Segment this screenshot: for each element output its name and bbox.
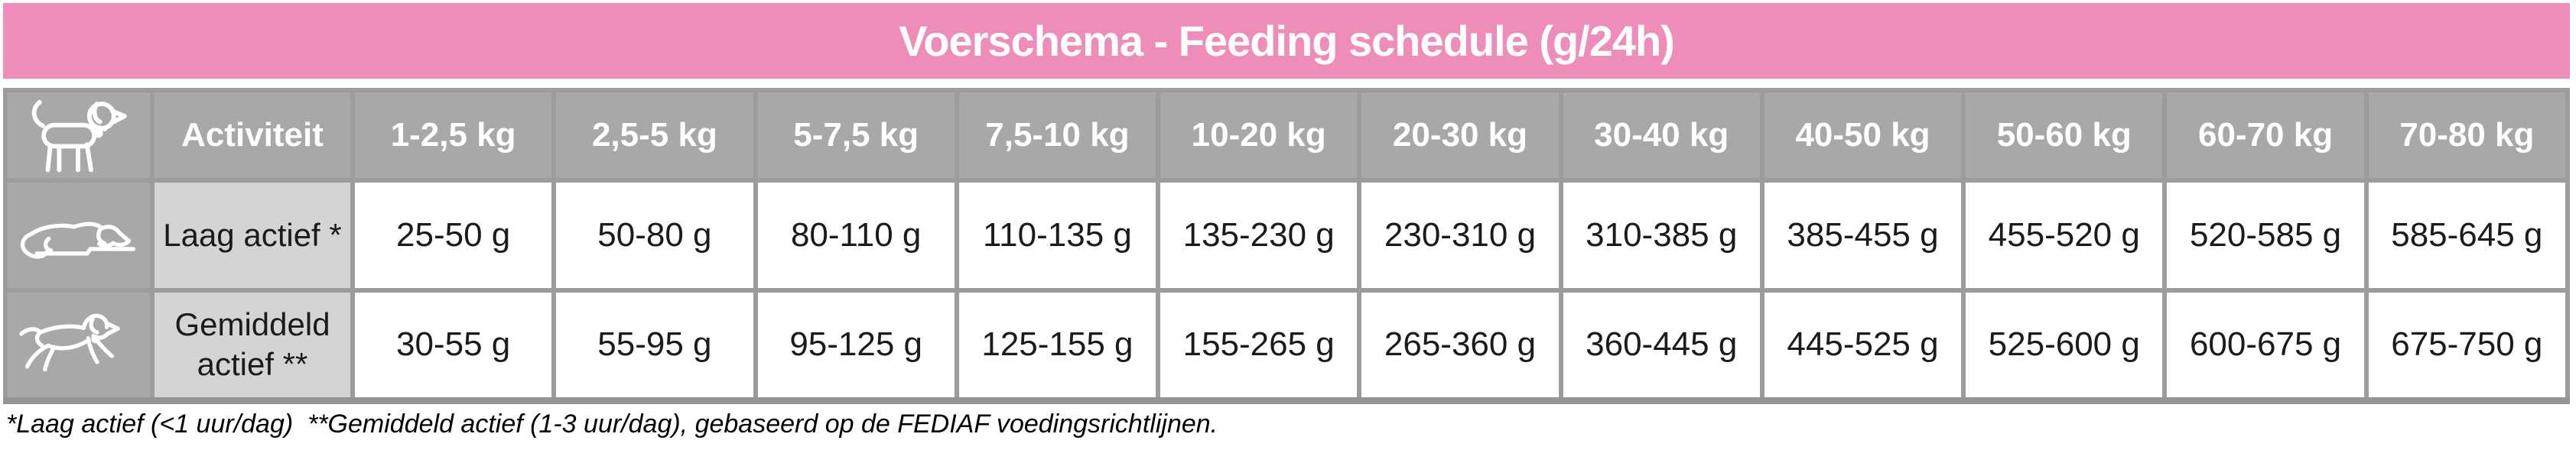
value-cell: 385-455 g [1759,178,1966,293]
column-header-weight-4: 7,5-10 kg [954,88,1161,183]
value-cell: 360-445 g [1558,288,1764,403]
column-header-weight-2: 2,5-5 kg [551,88,758,183]
table-row-medium-active: Gemiddeld actief ** 30-55 g 55-95 g 95-1… [3,288,2571,403]
footnote: *Laag actief (<1 uur/dag) **Gemiddeld ac… [6,409,1218,439]
value-cell: 525-600 g [1961,288,2168,403]
row-icon-cell [3,288,154,403]
value-cell: 230-310 g [1357,178,1563,293]
column-header-weight-8: 40-50 kg [1759,88,1966,183]
column-header-weight-6: 20-30 kg [1357,88,1563,183]
value-cell: 25-50 g [350,178,557,293]
running-dog-icon [19,313,120,372]
value-cell: 455-520 g [1961,178,2168,293]
value-cell: 600-675 g [2162,288,2369,403]
value-cell: 155-265 g [1156,288,1362,403]
value-cell: 110-135 g [954,178,1161,293]
value-cell: 585-645 g [2363,178,2571,293]
value-cell: 135-230 g [1156,178,1362,293]
lying-dog-icon [20,221,135,259]
corner-icon-cell [3,88,154,183]
value-cell: 675-750 g [2363,288,2571,403]
row-icon-cell [3,178,154,293]
header-row: Activiteit 1-2,5 kg 2,5-5 kg 5-7,5 kg 7,… [3,88,2571,183]
column-header-activity: Activiteit [150,88,355,183]
column-header-weight-5: 10-20 kg [1156,88,1362,183]
column-header-weight-10: 60-70 kg [2162,88,2369,183]
value-cell: 445-525 g [1759,288,1966,403]
value-cell: 265-360 g [1357,288,1563,403]
activity-label: Laag actief * [150,178,355,293]
value-cell: 95-125 g [753,288,959,403]
value-cell: 30-55 g [350,288,557,403]
feeding-schedule-table: Activiteit 1-2,5 kg 2,5-5 kg 5-7,5 kg 7,… [3,88,2571,404]
value-cell: 125-155 g [954,288,1161,403]
column-header-weight-11: 70-80 kg [2363,88,2571,183]
value-cell: 80-110 g [753,178,959,293]
column-header-weight-7: 30-40 kg [1558,88,1764,183]
standing-dog-icon [31,99,127,173]
page-title: Voerschema - Feeding schedule (g/24h) [899,17,1675,65]
column-header-weight-1: 1-2,5 kg [350,88,557,183]
value-cell: 50-80 g [551,178,758,293]
activity-label: Gemiddeld actief ** [150,288,355,403]
value-cell: 55-95 g [551,288,758,403]
column-header-weight-3: 5-7,5 kg [753,88,959,183]
banner: Voerschema - Feeding schedule (g/24h) [3,3,2570,79]
value-cell: 310-385 g [1558,178,1764,293]
value-cell: 520-585 g [2162,178,2369,293]
table-row-low-active: Laag actief * 25-50 g 50-80 g 80-110 g 1… [3,178,2571,293]
column-header-weight-9: 50-60 kg [1961,88,2168,183]
